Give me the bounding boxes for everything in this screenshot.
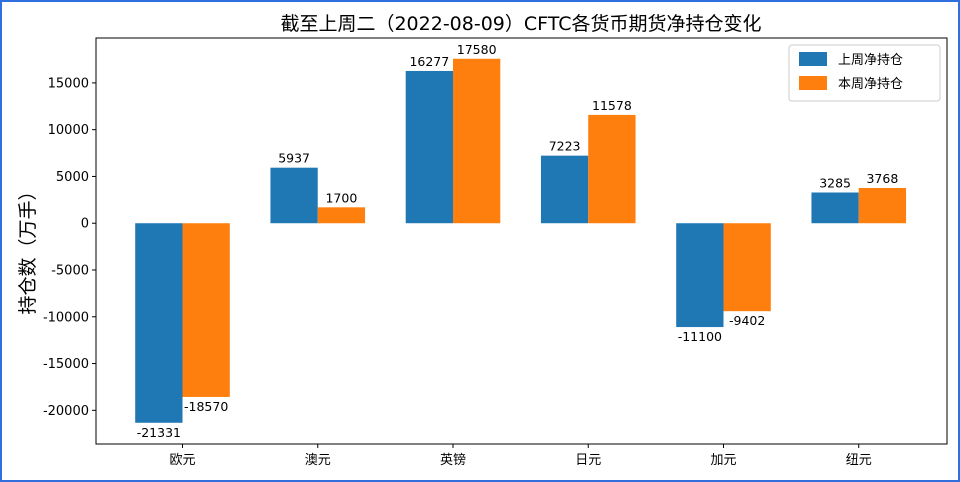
- bar: [135, 223, 183, 423]
- data-label: -9402: [729, 313, 765, 328]
- chart-title: 截至上周二（2022-08-09）CFTC各货币期货净持仓变化: [280, 13, 761, 35]
- bar: [858, 187, 907, 224]
- data-label: -18570: [184, 399, 228, 414]
- y-tick-label: -20000: [43, 404, 89, 419]
- y-axis-label: 持仓数（万手）: [17, 181, 39, 314]
- data-label: -11100: [678, 329, 722, 344]
- data-label: 1700: [325, 190, 357, 205]
- bar: [540, 155, 589, 224]
- data-label: 3768: [866, 171, 898, 186]
- bar: [676, 223, 724, 328]
- bar: [317, 207, 366, 224]
- legend-label: 本周净持仓: [838, 77, 903, 92]
- bar: [723, 223, 771, 312]
- data-label: 7223: [549, 139, 581, 154]
- x-tick-label: 纽元: [846, 453, 872, 468]
- x-tick-label: 澳元: [305, 452, 331, 468]
- legend-swatch: [799, 52, 827, 66]
- y-tick-label: -5000: [51, 264, 89, 279]
- bar: [405, 70, 453, 224]
- data-labels: -21331 5937 16277 7223 -11100 3285 -18570 1700 1…: [137, 42, 899, 440]
- y-tick-label: -15000: [43, 357, 89, 372]
- bar: [270, 167, 318, 224]
- legend-label: 上周净持仓: [838, 53, 903, 68]
- bar: [588, 114, 636, 224]
- y-tick-label: 10000: [48, 123, 89, 138]
- data-label: 16277: [409, 54, 449, 69]
- data-label: 17580: [457, 42, 497, 57]
- y-tick-label: -10000: [43, 310, 89, 325]
- y-tick-label: 0: [81, 217, 89, 232]
- x-axis: 欧元 澳元 英镑 日元 加元 纽元: [169, 444, 872, 468]
- y-axis: -20000 -15000 -10000 -5000 0 5000 10000 15000: [43, 76, 96, 419]
- legend-swatch: [799, 76, 827, 90]
- bar: [182, 223, 230, 397]
- x-tick-label: 日元: [575, 453, 601, 468]
- x-tick-label: 加元: [710, 453, 736, 468]
- data-label: -21331: [137, 425, 181, 440]
- data-label: 3285: [819, 175, 851, 190]
- x-tick-label: 欧元: [169, 453, 195, 468]
- data-label: 11578: [592, 98, 632, 113]
- y-tick-label: 5000: [56, 170, 89, 185]
- bars: [135, 58, 907, 423]
- plot-area: [95, 37, 948, 445]
- bar: [811, 192, 859, 224]
- y-tick-label: 15000: [48, 76, 89, 91]
- x-tick-label: 英镑: [440, 452, 466, 468]
- bar: [453, 58, 501, 224]
- data-label: 5937: [278, 151, 310, 166]
